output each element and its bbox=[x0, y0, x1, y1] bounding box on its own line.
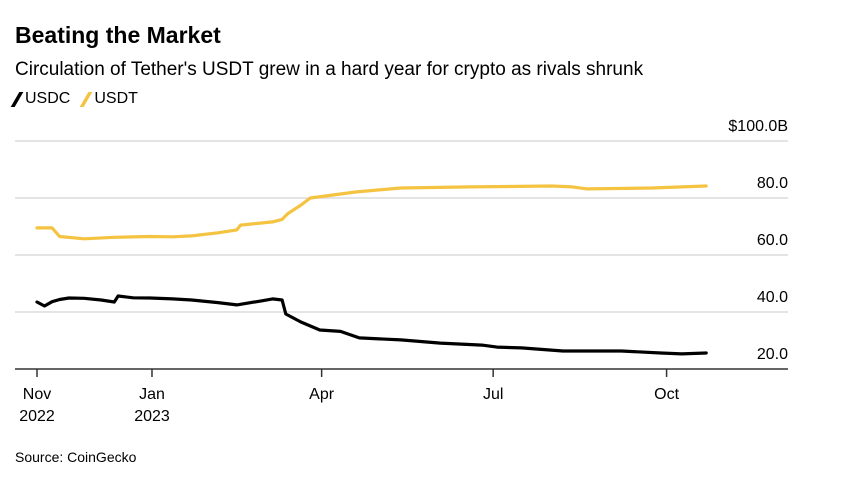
chart-title: Beating the Market bbox=[15, 22, 221, 48]
chart-subtitle: Circulation of Tether's USDT grew in a h… bbox=[15, 59, 644, 80]
y-tick-label: 20.0 bbox=[757, 346, 788, 363]
source-note: Source: CoinGecko bbox=[15, 449, 137, 465]
y-tick-label: $100.0B bbox=[728, 118, 788, 135]
x-tick-label-year: 2023 bbox=[134, 408, 170, 425]
x-tick-label: Jul bbox=[483, 386, 503, 403]
legend-label-usdt: USDT bbox=[94, 90, 138, 107]
x-tick-label-year: 2022 bbox=[19, 408, 55, 425]
series-line-usdc bbox=[35, 294, 708, 356]
legend-label-usdc: USDC bbox=[25, 90, 71, 107]
x-tick-label: Jan bbox=[139, 386, 165, 403]
legend: USDC USDT bbox=[10, 90, 138, 108]
x-tick-label: Oct bbox=[654, 386, 679, 403]
y-tick-label: 60.0 bbox=[757, 232, 788, 249]
y-tick-label: 40.0 bbox=[757, 289, 788, 306]
legend-item-usdt: USDT bbox=[80, 90, 138, 108]
line-chart: $100.0B 80.0 60.0 40.0 20.0 Nov 2022 Jan 2023 Apr… bbox=[15, 118, 788, 425]
y-tick-label: 80.0 bbox=[757, 175, 788, 192]
series-line-usdt bbox=[35, 184, 708, 241]
x-tick-label: Apr bbox=[309, 386, 335, 403]
legend-item-usdc: USDC bbox=[10, 90, 71, 108]
x-tick-label: Nov bbox=[23, 386, 51, 403]
